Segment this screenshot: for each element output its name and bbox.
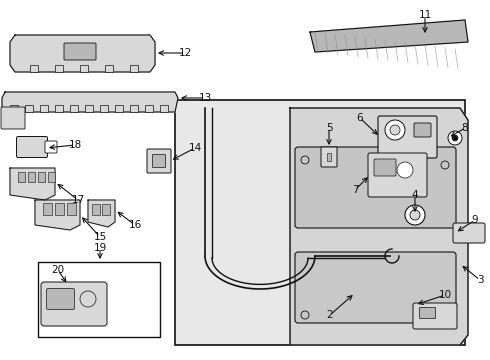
Bar xyxy=(80,65,88,72)
Polygon shape xyxy=(88,200,115,227)
Circle shape xyxy=(448,131,462,145)
Bar xyxy=(160,105,168,112)
FancyBboxPatch shape xyxy=(147,149,171,173)
FancyBboxPatch shape xyxy=(175,100,465,345)
FancyBboxPatch shape xyxy=(413,303,457,329)
Text: 6: 6 xyxy=(357,113,363,123)
Circle shape xyxy=(452,135,458,141)
Text: 4: 4 xyxy=(412,190,418,200)
FancyBboxPatch shape xyxy=(41,282,107,326)
Polygon shape xyxy=(2,92,178,112)
Bar xyxy=(100,105,108,112)
Bar xyxy=(115,105,123,112)
Bar xyxy=(40,105,48,112)
Polygon shape xyxy=(310,20,468,52)
Text: 17: 17 xyxy=(72,195,85,205)
Text: 13: 13 xyxy=(198,93,212,103)
Circle shape xyxy=(385,120,405,140)
Text: 9: 9 xyxy=(472,215,478,225)
Text: 2: 2 xyxy=(327,310,333,320)
Text: 14: 14 xyxy=(188,143,201,153)
Bar xyxy=(43,203,52,215)
FancyBboxPatch shape xyxy=(64,43,96,60)
Bar xyxy=(25,105,33,112)
Polygon shape xyxy=(290,108,468,345)
FancyBboxPatch shape xyxy=(1,107,25,129)
Text: 12: 12 xyxy=(178,48,192,58)
Text: 5: 5 xyxy=(326,123,332,133)
Circle shape xyxy=(80,291,96,307)
Bar xyxy=(85,105,93,112)
FancyBboxPatch shape xyxy=(47,288,74,310)
FancyBboxPatch shape xyxy=(321,147,337,167)
Circle shape xyxy=(390,125,400,135)
Bar xyxy=(38,172,45,182)
Bar xyxy=(55,203,64,215)
Bar xyxy=(48,172,55,182)
FancyBboxPatch shape xyxy=(453,223,485,243)
Bar xyxy=(130,105,138,112)
Bar xyxy=(55,65,63,72)
Text: 8: 8 xyxy=(462,123,468,133)
Text: 20: 20 xyxy=(51,265,65,275)
Polygon shape xyxy=(35,200,80,230)
Text: 18: 18 xyxy=(69,140,82,150)
Bar xyxy=(92,204,100,215)
FancyBboxPatch shape xyxy=(378,116,437,158)
FancyBboxPatch shape xyxy=(368,153,427,197)
Bar xyxy=(28,172,35,182)
Polygon shape xyxy=(10,35,155,72)
FancyBboxPatch shape xyxy=(45,141,57,153)
FancyBboxPatch shape xyxy=(419,307,436,319)
Bar xyxy=(38,262,160,337)
Bar xyxy=(67,203,76,215)
FancyBboxPatch shape xyxy=(414,123,431,137)
Polygon shape xyxy=(10,168,55,200)
Bar xyxy=(130,65,138,72)
Bar xyxy=(55,105,63,112)
Circle shape xyxy=(405,205,425,225)
Bar xyxy=(327,153,331,161)
Text: 15: 15 xyxy=(94,232,107,242)
Text: 11: 11 xyxy=(418,10,432,20)
Bar xyxy=(145,105,153,112)
Bar xyxy=(70,105,78,112)
Text: 16: 16 xyxy=(128,220,142,230)
Text: 7: 7 xyxy=(352,185,358,195)
FancyBboxPatch shape xyxy=(295,147,456,228)
Text: 3: 3 xyxy=(477,275,483,285)
Bar xyxy=(30,65,38,72)
FancyBboxPatch shape xyxy=(295,252,456,323)
Circle shape xyxy=(410,210,420,220)
Circle shape xyxy=(397,162,413,178)
Bar xyxy=(10,105,18,112)
Bar xyxy=(102,204,110,215)
Bar xyxy=(18,172,25,182)
Text: 19: 19 xyxy=(94,243,107,253)
Bar xyxy=(105,65,113,72)
FancyBboxPatch shape xyxy=(152,154,166,167)
FancyBboxPatch shape xyxy=(17,136,48,158)
FancyBboxPatch shape xyxy=(374,159,396,176)
Text: 10: 10 xyxy=(439,290,452,300)
